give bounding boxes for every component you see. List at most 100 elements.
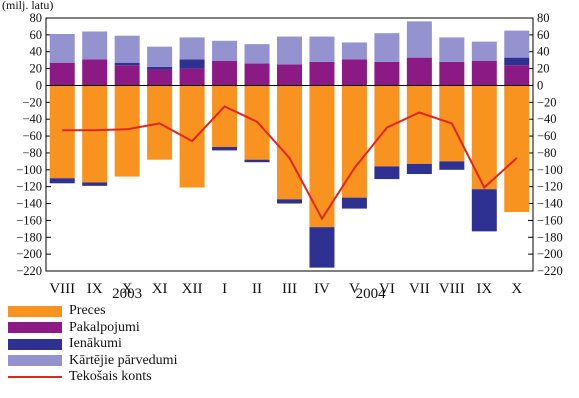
y-tick-label-right: −120 (537, 180, 563, 194)
bar-preces (341, 85, 367, 198)
y-tick-label-left: −20 (22, 95, 42, 109)
x-tick-label: X (511, 281, 522, 297)
bar-ienakumi (82, 182, 108, 186)
bar-ienakumi (439, 161, 465, 170)
bar-pakalpojumi (179, 68, 205, 86)
y-tick-label-left: −140 (16, 197, 42, 211)
bar-ienakumi (504, 57, 530, 66)
x-tick-label: XII (182, 281, 203, 297)
x-tick-label: III (282, 281, 297, 297)
bar-partvedumi (439, 37, 465, 62)
y-tick-label-left: −120 (16, 180, 42, 194)
y-tick-label-right: 20 (537, 62, 550, 76)
legend-swatch-pakalpojumi (8, 322, 62, 334)
bar-partvedumi (147, 46, 173, 67)
y-tick-label-left: 80 (30, 11, 43, 25)
current-account-line (62, 105, 518, 221)
bar-pakalpojumi (114, 65, 140, 86)
x-tick-label: IX (476, 281, 492, 297)
y-tick-label-left: −60 (22, 129, 42, 143)
y-tick-label-right: −220 (537, 264, 563, 278)
y-tick-label-left: 60 (30, 28, 43, 42)
bar-partvedumi (82, 31, 108, 60)
bar-pakalpojumi (277, 64, 302, 86)
y-tick-label-left: 40 (30, 45, 43, 59)
x-tick-label: V (349, 281, 360, 297)
legend-item-konts: Tekošais konts (8, 369, 308, 386)
legend-label-ienakumi: Ienākumi (69, 336, 122, 352)
bar-partvedumi (244, 44, 270, 64)
legend-label-pakalpojumi: Pakalpojumi (69, 319, 140, 335)
y-tick-label-right: −200 (537, 247, 563, 261)
year-label-2003: 2003 (112, 286, 143, 302)
bar-ienakumi (277, 199, 302, 204)
x-tick-label: IX (87, 281, 103, 297)
legend-label-konts: Tekošais konts (69, 369, 152, 385)
bar-ienakumi (179, 59, 205, 69)
y-tick-label-left: −180 (16, 230, 42, 244)
y-tick-label-right: −20 (537, 95, 557, 109)
x-tick-label: II (252, 281, 262, 297)
x-tick-label: XI (152, 281, 168, 297)
unit-label: (milj. latu) (2, 0, 53, 12)
bar-partvedumi (341, 42, 367, 60)
bar-partvedumi (374, 33, 400, 62)
legend-swatch-ienakumi (8, 338, 62, 350)
y-tick-label-right: 40 (537, 45, 550, 59)
x-tick-label: VIII (439, 281, 465, 297)
y-tick-label-right: −60 (537, 129, 557, 143)
y-tick-label-left: 20 (30, 62, 43, 76)
y-tick-label-left: −220 (16, 264, 42, 278)
year-label-2004: 2004 (355, 286, 386, 302)
bar-partvedumi (114, 35, 140, 63)
y-tick-label-right: −100 (537, 163, 563, 177)
y-tick-label-left: −80 (22, 146, 42, 160)
y-tick-label-left: −100 (16, 163, 42, 177)
bar-ienakumi (49, 178, 75, 184)
bar-pakalpojumi (147, 69, 173, 86)
bar-preces (504, 85, 530, 212)
bar-ienakumi (309, 227, 335, 268)
bar-ienakumi (244, 159, 270, 163)
bar-partvedumi (471, 41, 497, 62)
chart-legend: Preces Pakalpojumi Ienākumi Kārtējie pār… (8, 303, 308, 386)
bar-preces (82, 85, 108, 183)
bar-partvedumi (49, 34, 75, 63)
bar-pakalpojumi (341, 59, 367, 86)
bar-partvedumi (179, 37, 205, 60)
y-tick-label-right: −40 (537, 112, 557, 126)
plot-frame (45, 17, 534, 272)
bar-pakalpojumi (309, 61, 335, 86)
y-tick-label-right: −140 (537, 197, 563, 211)
bar-ienakumi (471, 189, 497, 232)
y-tick-label-left: −200 (16, 247, 42, 261)
bar-partvedumi (277, 36, 302, 65)
bar-preces (277, 85, 302, 200)
bar-pakalpojumi (212, 61, 238, 86)
bar-pakalpojumi (471, 61, 497, 86)
bar-partvedumi (406, 21, 432, 58)
bar-preces (114, 85, 140, 177)
legend-label-preces: Preces (69, 303, 106, 319)
bar-ienakumi (374, 166, 400, 180)
bar-preces (471, 85, 497, 190)
legend-swatch-partvedumi (8, 355, 62, 367)
x-tick-label: VI (379, 281, 395, 297)
bar-pakalpojumi (244, 63, 270, 86)
legend-item-ienakumi: Ienākumi (8, 336, 308, 353)
bar-partvedumi (504, 30, 530, 58)
y-tick-label-right: 0 (537, 78, 543, 92)
y-tick-label-right: 60 (537, 28, 550, 42)
bar-pakalpojumi (49, 62, 75, 86)
bar-ienakumi (406, 163, 432, 175)
y-tick-label-right: −160 (537, 213, 563, 227)
bar-partvedumi (309, 36, 335, 62)
bar-pakalpojumi (504, 65, 530, 86)
y-tick-label-left: −160 (16, 213, 42, 227)
legend-item-pakalpojumi: Pakalpojumi (8, 320, 308, 337)
bar-pakalpojumi (406, 57, 432, 86)
bar-pakalpojumi (82, 59, 108, 86)
bar-ienakumi (114, 62, 140, 66)
bar-ienakumi (341, 197, 367, 209)
legend-label-partvedumi: Kārtējie pārvedumi (69, 352, 178, 368)
